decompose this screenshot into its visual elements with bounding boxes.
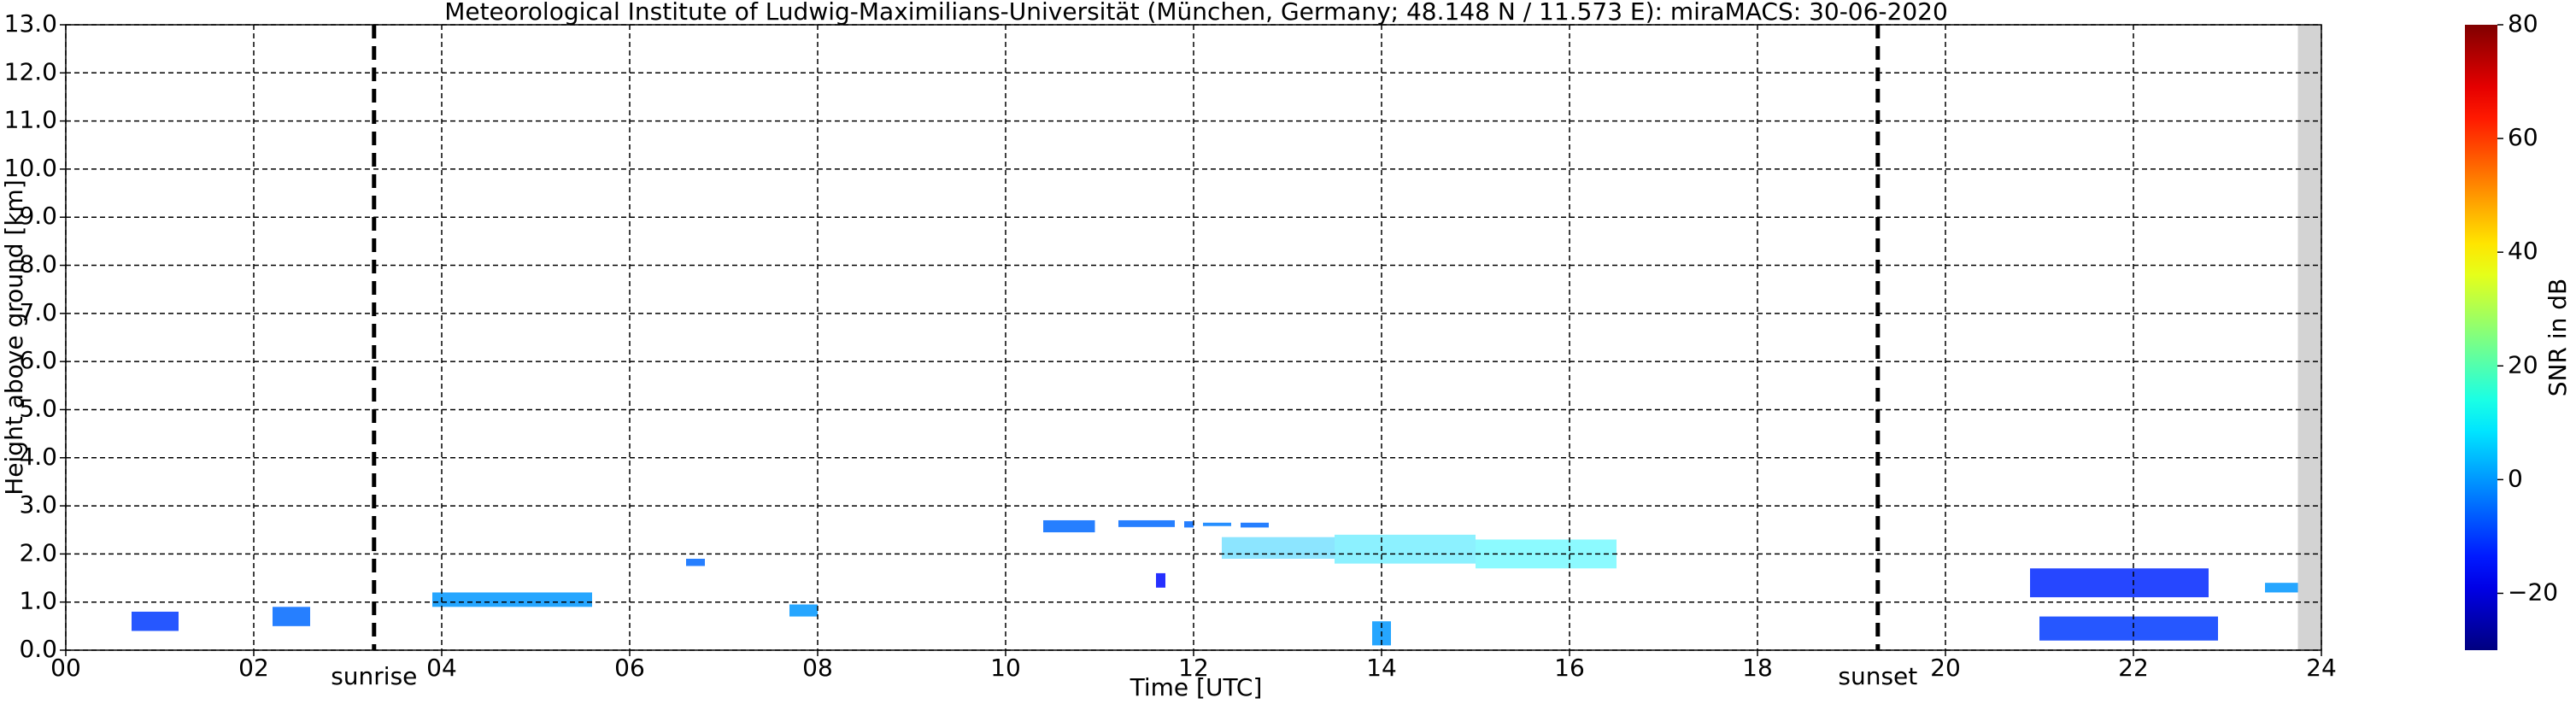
echo-cell [789,604,818,617]
echo-cell [273,607,310,626]
echo-cell [2030,568,2209,598]
y-tick-label: 2.0 [19,538,57,566]
y-tick-label: 11.0 [4,106,57,134]
echo-cell [1043,519,1095,533]
y-tick-label: 10.0 [4,154,57,182]
x-tick-label: 06 [614,654,645,682]
colorbar-tick-label: −20 [2508,578,2558,606]
colorbar-tick-label: 80 [2508,9,2538,38]
x-tick-label: 16 [1554,654,1585,682]
y-tick-label: 8.0 [19,250,57,279]
x-tick-label: 08 [802,654,833,682]
y-tick-label: 7.0 [19,298,57,326]
y-tick-label: 0.0 [19,635,57,663]
echo-cell [1203,522,1231,526]
x-tick-label: 02 [238,654,269,682]
colorbar-tick-label: 60 [2508,123,2538,151]
echo-cell [1156,572,1165,588]
x-tick-label: 04 [426,654,457,682]
y-tick-label: 5.0 [19,394,57,422]
colorbar-label: SNR in dB [2544,279,2572,396]
echo-cell [2265,583,2298,593]
y-tick-label: 1.0 [19,587,57,615]
echo-cell [2039,616,2218,641]
echo-cell [1222,537,1335,560]
annotation-label: sunset [1838,662,1917,690]
x-axis-label: Time [UTC] [1130,673,1263,701]
chart-title: Meteorological Institute of Ludwig-Maxim… [444,0,1948,26]
missing-data [2297,25,2321,650]
echo-cell [1184,521,1194,528]
colorbar-tick-label: 40 [2508,237,2538,265]
colorbar-tick-label: 20 [2508,350,2538,378]
y-tick-label: 13.0 [4,9,57,38]
echo-cell [132,611,179,631]
x-tick-label: 10 [990,654,1021,682]
x-tick-label: 24 [2306,654,2337,682]
echo-cell [686,559,705,566]
annotation-label: sunrise [331,662,417,690]
echo-cell [1118,519,1175,527]
echo-cell [1335,534,1476,564]
x-tick-label: 00 [50,654,81,682]
y-tick-label: 6.0 [19,346,57,374]
x-tick-label: 14 [1366,654,1397,682]
x-tick-label: 20 [1930,654,1961,682]
x-tick-label: 12 [1178,654,1209,682]
y-axis-label: Height above ground [km] [0,179,28,496]
x-tick-label: 22 [2118,654,2149,682]
colorbar [2465,25,2497,650]
y-tick-label: 9.0 [19,202,57,230]
x-tick-label: 18 [1742,654,1773,682]
plot-frame [65,24,2322,651]
echo-cell [1241,522,1269,528]
y-tick-label: 4.0 [19,443,57,471]
y-tick-label: 12.0 [4,57,57,85]
echo-cell [432,592,592,607]
colorbar-tick-label: 0 [2508,464,2523,492]
y-tick-label: 3.0 [19,490,57,519]
